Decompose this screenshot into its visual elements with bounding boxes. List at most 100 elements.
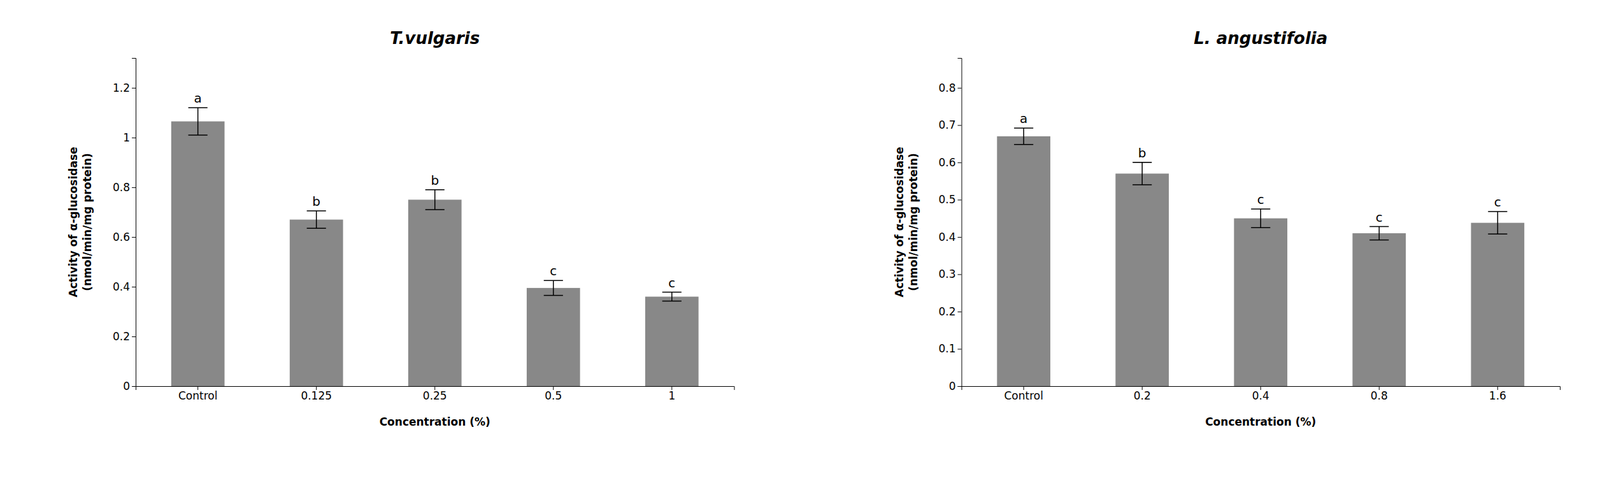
- y-tick-mark: [957, 124, 962, 126]
- y-tick: 0.8: [938, 81, 962, 95]
- y-tick: 0.2: [938, 305, 962, 318]
- error-bar: [662, 292, 682, 302]
- y-tick-mark: [131, 87, 136, 89]
- y-axis-label-line: Activity of α-glucosidase: [892, 146, 906, 297]
- annotation: c: [668, 275, 676, 291]
- error-cap: [425, 189, 445, 191]
- bar: [526, 287, 581, 386]
- y-tick: 0.4: [938, 230, 962, 244]
- x-tick-label: 0.4: [1252, 389, 1270, 402]
- x-tick: 0.25: [422, 385, 448, 402]
- error-line: [315, 210, 318, 229]
- x-tick: Control: [178, 385, 218, 402]
- y-tick: 0.2: [112, 329, 136, 343]
- y-tick: 0.7: [938, 118, 962, 132]
- y-tick: 1.2: [112, 81, 136, 95]
- x-tick: 1.6: [1489, 385, 1507, 402]
- y-axis-label: Activity of α-glucosidase(nmol/min/mg pr…: [66, 146, 94, 297]
- y-tick-mark: [131, 236, 136, 238]
- error-cap: [1132, 184, 1152, 186]
- bar: [289, 219, 344, 386]
- y-tick-mark: [957, 311, 962, 313]
- error-bar: [1014, 128, 1034, 145]
- y-tick-label: 0.4: [938, 230, 956, 244]
- x-tick-label: Control: [178, 389, 218, 402]
- error-line: [1497, 211, 1499, 234]
- y-tick-label: 0: [122, 379, 130, 393]
- error-cap: [1487, 210, 1508, 213]
- panel: abcccControl0.20.40.81.600.10.20.30.40.5…: [892, 28, 1561, 429]
- annotation: c: [1257, 191, 1265, 208]
- annotation: a: [1019, 110, 1028, 127]
- bar: [1115, 173, 1169, 386]
- y-tick-label: 0: [949, 379, 957, 393]
- error-bar: [543, 280, 564, 295]
- y-tick: 1: [122, 131, 136, 144]
- error-line: [671, 292, 673, 302]
- x-tick-label: Control: [1003, 389, 1043, 402]
- y-axis-label-line: Activity of α-glucosidase: [66, 146, 80, 297]
- y-tick-label: 0.2: [938, 305, 956, 318]
- error-bar: [425, 189, 445, 210]
- y-tick-mark: [131, 187, 136, 188]
- y-tick-mark: [131, 137, 136, 139]
- panel: abbccControl0.1250.250.5100.20.40.60.811…: [66, 28, 735, 429]
- y-tick-mark: [957, 348, 962, 350]
- y-tick-label: 0.7: [938, 118, 956, 132]
- x-tick: Control: [1003, 385, 1043, 402]
- x-tick-label: 0.8: [1370, 389, 1388, 402]
- y-axis: 00.10.20.30.40.50.60.70.8: [938, 58, 962, 393]
- y-tick-label: 0.1: [938, 342, 956, 355]
- error-cap: [188, 107, 208, 109]
- bar: [1470, 222, 1525, 386]
- y-axis-line: [957, 58, 963, 387]
- annotations: abccc: [1019, 110, 1502, 225]
- bar: [408, 199, 462, 386]
- y-tick-label: 0.8: [938, 81, 956, 95]
- y-tick: 0: [122, 379, 136, 393]
- chart-root: abbccControl0.1250.250.5100.20.40.60.811…: [0, 0, 1600, 483]
- error-cap: [1132, 161, 1152, 164]
- y-tick: 0.8: [112, 180, 136, 194]
- annotation: c: [549, 263, 557, 279]
- error-cap: [1014, 143, 1034, 146]
- y-axis-label: Activity of α-glucosidase(nmol/min/mg pr…: [892, 146, 920, 297]
- x-tick: 0.4: [1252, 385, 1270, 402]
- error-cap: [1369, 226, 1389, 228]
- y-tick-label: 0.3: [938, 267, 956, 281]
- annotation: c: [1494, 194, 1502, 210]
- y-tick-mark: [957, 162, 962, 164]
- error-cap: [1250, 208, 1271, 210]
- error-bar: [1487, 211, 1508, 234]
- x-axis-label: Concentration (%): [1205, 415, 1316, 429]
- x-tick-label: 0.125: [300, 389, 332, 402]
- y-tick-mark: [957, 199, 962, 200]
- annotation: b: [430, 172, 439, 188]
- error-line: [1378, 226, 1381, 241]
- error-line: [197, 107, 199, 136]
- y-tick: 0.4: [112, 280, 136, 293]
- x-axis: Control0.1250.250.51: [136, 385, 735, 402]
- annotation: b: [312, 193, 321, 209]
- y-axis-label-line: (nmol/min/mg protein): [80, 152, 94, 292]
- bar: [645, 296, 699, 386]
- y-tick-label: 1: [122, 131, 130, 144]
- y-tick: 0.1: [938, 342, 962, 355]
- error-cap: [307, 210, 327, 212]
- annotation: b: [1138, 145, 1147, 161]
- error-bar: [1250, 208, 1271, 228]
- error-cap: [1369, 239, 1389, 241]
- y-tick-mark: [957, 273, 962, 275]
- x-tick: 0.8: [1370, 385, 1388, 402]
- x-axis: Control 0.2 0.4 0.8 1.6: [961, 385, 1560, 402]
- x-tick: 0.2: [1133, 385, 1151, 402]
- annotation: a: [194, 90, 202, 106]
- x-tick-label: 1: [668, 389, 676, 402]
- bar: [1233, 218, 1288, 386]
- title: L. angustifolia: [1193, 28, 1328, 48]
- error-cap: [425, 208, 445, 211]
- error-cap: [1487, 233, 1508, 235]
- y-tick-label: 1.2: [112, 81, 130, 95]
- y-tick-mark: [131, 286, 136, 288]
- y-tick-label: 0.6: [112, 230, 130, 244]
